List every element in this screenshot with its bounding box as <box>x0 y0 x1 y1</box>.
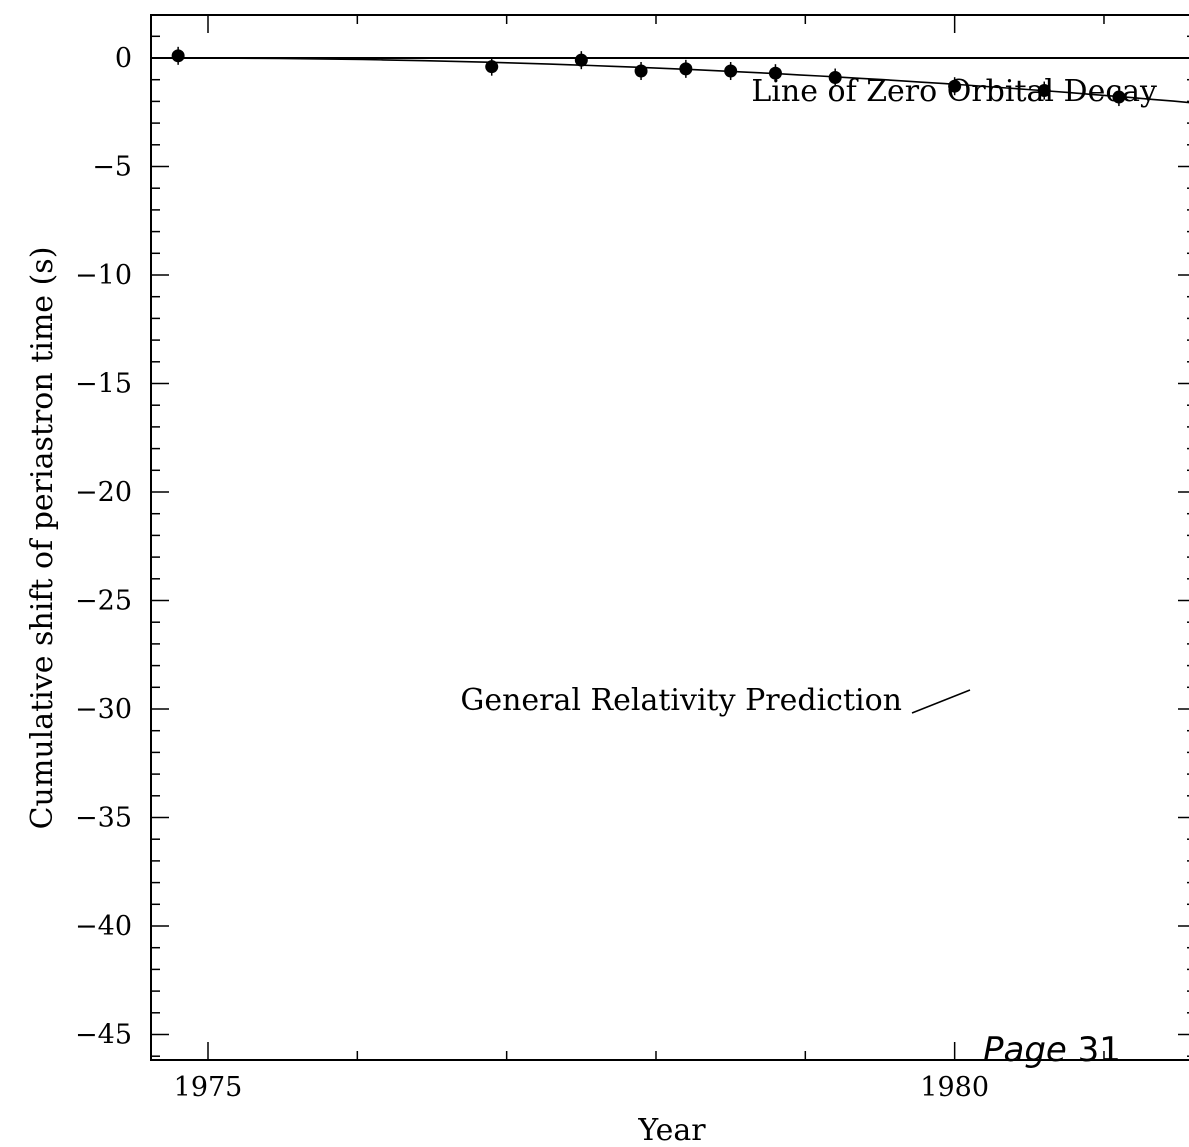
data-point <box>768 66 782 80</box>
data-point <box>679 62 693 76</box>
y-tick-label: −40 <box>75 911 132 942</box>
plot-frame <box>150 14 1189 1061</box>
data-points <box>171 46 1126 107</box>
y-tick-label: −45 <box>75 1020 132 1051</box>
data-point <box>485 60 499 74</box>
page-number: Page 31 <box>983 1030 1121 1070</box>
axis-ticks <box>151 15 1189 1060</box>
page-word: Page <box>983 1030 1067 1070</box>
data-point <box>828 71 842 85</box>
y-tick-label: −5 <box>92 152 132 183</box>
y-tick-labels: 0 −5 −10 −15 −20 −25 −30 −35 −40 −45 <box>75 43 132 1051</box>
y-tick-label: −30 <box>75 694 132 725</box>
gr-prediction-leader <box>911 689 971 714</box>
y-tick-label: −15 <box>75 369 132 400</box>
x-axis-label: Year <box>637 1113 706 1147</box>
y-tick-label: −35 <box>75 803 132 834</box>
gr-prediction-label: General Relativity Prediction <box>460 683 902 718</box>
data-point <box>1037 84 1051 98</box>
data-point <box>171 49 185 63</box>
data-point <box>948 79 962 93</box>
gr-prediction-curve <box>175 57 1189 104</box>
x-tick-labels: 1975198019851990199520002005 <box>174 1072 989 1103</box>
y-tick-label: −10 <box>75 260 132 291</box>
x-tick-label: 1980 <box>920 1072 989 1103</box>
y-axis-label: Cumulative shift of periastron time (s) <box>25 247 60 830</box>
zero-decay-label: Line of Zero Orbital Decay <box>751 74 1157 109</box>
page-number-value: 31 <box>1077 1030 1121 1070</box>
data-point <box>1112 90 1126 104</box>
y-tick-label: −25 <box>75 586 132 617</box>
y-tick-label: 0 <box>115 43 132 74</box>
data-point <box>634 64 648 78</box>
x-tick-label: 1975 <box>174 1072 243 1103</box>
data-point <box>574 53 588 67</box>
data-point <box>724 64 738 78</box>
y-tick-label: −20 <box>75 477 132 508</box>
